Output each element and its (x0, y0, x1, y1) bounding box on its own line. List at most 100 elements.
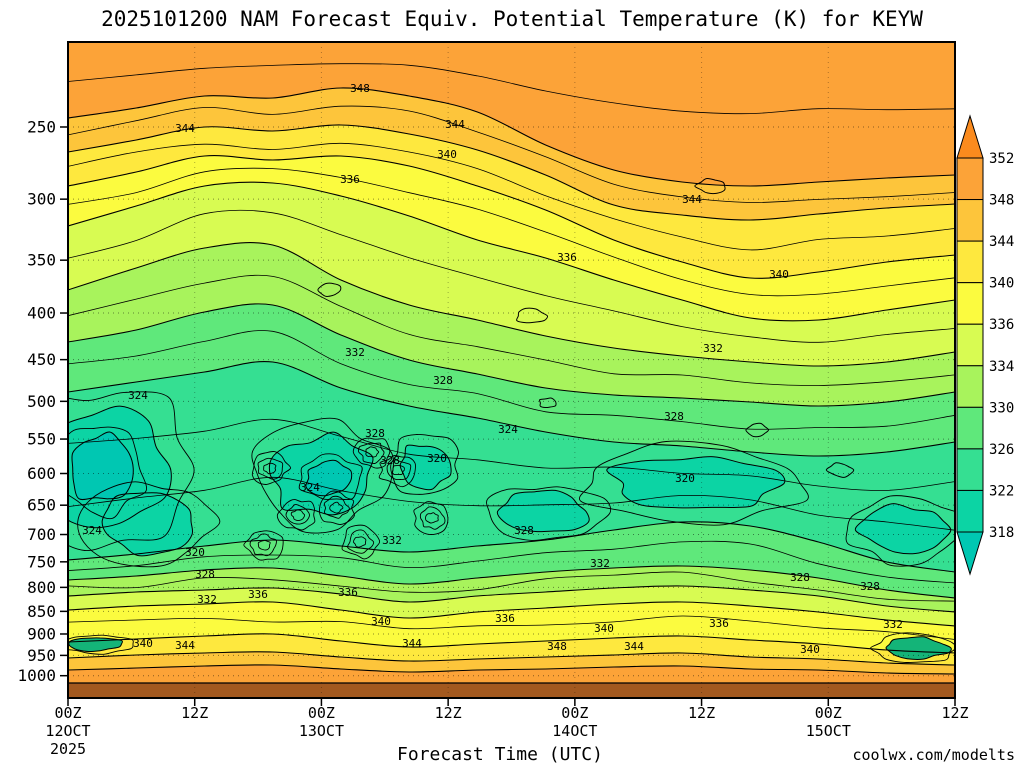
contour-label: 324 (498, 423, 518, 436)
y-tick-label: 600 (27, 464, 56, 483)
x-date-label: 13OCT (299, 722, 344, 740)
field-band (68, 42, 955, 186)
contour-label: 328 (433, 374, 453, 387)
contour-label: 336 (557, 251, 577, 264)
colorbar: 352 348 344 340 336 334 330 326 322 318 (956, 114, 1014, 576)
contour-ring (257, 457, 284, 480)
contour-line (68, 155, 955, 279)
contour-line (68, 105, 955, 203)
x-date-label: 15OCT (806, 722, 851, 740)
contour-line (68, 209, 955, 343)
contour-label: 324 (82, 524, 102, 537)
contour-ring (341, 524, 381, 560)
contour-label: 344 (402, 637, 422, 650)
contour-label: 328 (380, 454, 400, 467)
contour-label: 336 (248, 588, 268, 601)
contour-line (68, 633, 955, 654)
colorbar-tick-label: 336 (989, 317, 1014, 333)
contour-ring (263, 462, 277, 475)
field-band (68, 585, 955, 626)
contour-label: 332 (703, 342, 723, 355)
x-year-label: 2025 (50, 740, 86, 758)
colorbar-tick-label: 348 (989, 193, 1014, 209)
contour-line (68, 87, 955, 187)
x-axis-title: Forecast Time (UTC) (397, 744, 603, 765)
contour-label: 328 (514, 524, 534, 537)
theta-e-pocket (885, 636, 952, 660)
colorbar-arrow-bottom (956, 531, 984, 576)
contour-label: 332 (590, 557, 610, 570)
contour-ring (845, 495, 955, 567)
colorbar-band (956, 323, 984, 367)
contour-line (68, 585, 955, 613)
y-tick-label: 1000 (17, 666, 56, 685)
colorbar-tick-label: 318 (989, 525, 1014, 541)
contour-ring (329, 501, 344, 514)
contour-line (68, 274, 955, 386)
contour-label: 340 (769, 268, 789, 281)
y-tick-label: 350 (27, 251, 56, 270)
contour-ring (319, 490, 355, 525)
contour-line (68, 124, 955, 221)
contour-label: 328 (664, 410, 684, 423)
watermark: coolwx.com/modelts (852, 746, 1015, 764)
contour-ring (257, 540, 271, 551)
y-tick-label: 400 (27, 304, 56, 323)
contour-ring (854, 503, 952, 555)
theta-e-pocket (606, 456, 785, 508)
axes: 250 300 350 400 450 500 550 600 650 700 750 800 850 9… (17, 41, 969, 758)
contour-line (68, 330, 955, 430)
contour-ring (77, 481, 221, 568)
contour-label: 332 (197, 593, 217, 606)
colorbar-tick-label: 352 (989, 151, 1014, 167)
contour-ring (579, 440, 809, 526)
contour-ring (496, 489, 590, 533)
contour-line (68, 521, 955, 573)
contour-label: 328 (790, 571, 810, 584)
contour-line (68, 167, 955, 297)
contour-label: 336 (338, 586, 358, 599)
y-tick-label: 950 (27, 646, 56, 665)
theta-e-pocket (71, 431, 134, 500)
contour-ring (486, 486, 612, 541)
chart-title: 2025101200 NAM Forecast Equiv. Potential… (101, 7, 923, 31)
contour-ring (101, 492, 194, 557)
contour-lines (68, 63, 955, 684)
x-tick-label: 00Z (561, 704, 588, 722)
field-band (68, 601, 955, 653)
x-tick-label: 12Z (435, 704, 462, 722)
contour-label: 344 (682, 193, 702, 206)
y-tick-label: 300 (27, 190, 56, 209)
theta-e-pocket (855, 503, 951, 554)
contour-ring (390, 433, 459, 495)
contour-label: 328 (860, 580, 880, 593)
colorbar-band (956, 406, 984, 450)
contour-ring (391, 464, 405, 475)
y-tick-label: 750 (27, 552, 56, 571)
contour-ring (68, 426, 148, 520)
contour-ring (358, 442, 385, 464)
contour-label: 336 (709, 617, 729, 630)
contour-ring (413, 501, 449, 535)
colorbar-tick-label: 322 (989, 483, 1014, 499)
field-band (68, 361, 955, 572)
contour-ring (419, 506, 446, 530)
contour-ring (290, 509, 306, 521)
contour-label: 320 (427, 452, 447, 465)
contour-label: 344 (445, 118, 465, 131)
contour-line (68, 360, 955, 457)
contour-line (68, 418, 955, 491)
y-tick-label: 650 (27, 496, 56, 515)
contour-ring (386, 459, 412, 481)
contour-ring (399, 444, 452, 491)
x-tick-label: 12Z (688, 704, 715, 722)
contour-label: 320 (675, 472, 695, 485)
x-date-label: 12OCT (45, 722, 90, 740)
contour-label: 332 (345, 346, 365, 359)
y-tick-label: 250 (27, 117, 56, 136)
contour-loop (516, 307, 549, 324)
contour-loop (694, 177, 726, 194)
contour-ring (365, 446, 380, 458)
contour-ring (298, 453, 363, 501)
colorbar-arrow-top (956, 114, 984, 159)
